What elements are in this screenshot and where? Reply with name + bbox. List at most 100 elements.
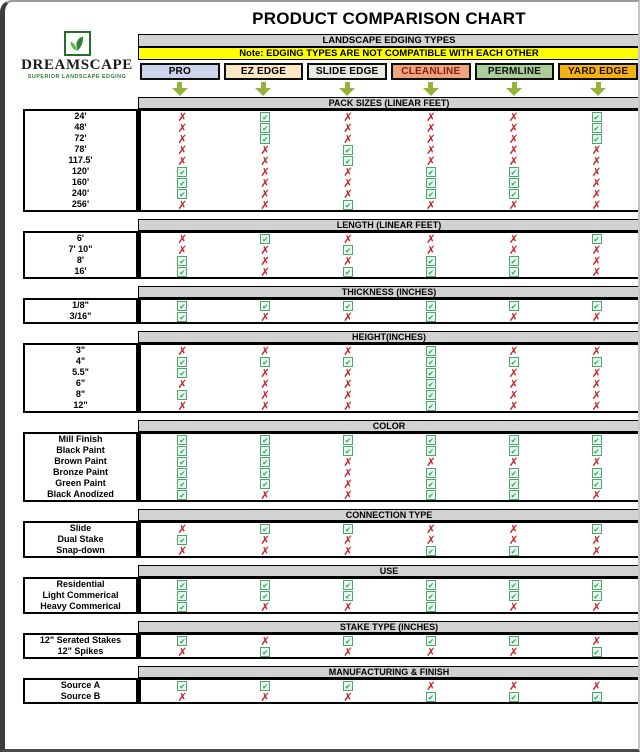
section-body: Residential Light Commerical Heavy Commeri… — [23, 577, 638, 614]
section-length-linear-feet: LENGTH (LINEAR FEET) 6' 7' 10" 8' 16' ✗ ✔ ✗ ✗ ✗ ✔ ✗… — [5, 219, 638, 279]
cell: ✗ — [390, 197, 473, 212]
table-row: ✔ ✔ ✔ ✔ ✔ ✔ — [141, 434, 638, 445]
table-row: ✗ ✔ ✗ ✗ ✗ ✔ — [141, 122, 638, 133]
cell: ✗ — [224, 635, 307, 647]
check-icon: ✔ — [177, 579, 188, 590]
table-row: ✔ ✗ ✗ ✔ ✔ ✗ — [141, 166, 638, 177]
row-label: Light Commerical — [42, 590, 119, 600]
cross-icon: ✗ — [343, 175, 353, 190]
cross-icon: ✗ — [591, 175, 602, 190]
product-header-cleanline: CLEANLINE — [390, 63, 471, 80]
cross-icon: ✗ — [343, 109, 353, 124]
check-icon: ✔ — [425, 434, 436, 445]
row-label: Mill Finish — [58, 434, 103, 444]
cross-icon: ✗ — [177, 231, 188, 246]
cell: ✗ — [555, 378, 638, 390]
check-icon: ✔ — [177, 311, 188, 322]
cross-icon: ✗ — [177, 521, 188, 536]
cross-icon: ✗ — [343, 365, 353, 380]
section-body: 24' 48' 72' 78' 117.5' 120' 160' 240' 256' ✗ ✔ ✗ ✗ ✗ ✔… — [23, 109, 638, 212]
row-label: Black Paint — [56, 445, 105, 455]
section-header: THICKNESS (INCHES) — [138, 286, 638, 298]
check-icon: ✔ — [591, 478, 602, 489]
section-body: 12" Serated Stakes 12" Spikes ✔ ✗ ✔ ✔ ✔ ✗ ✗ ✔ ✗ ✗ ✗ ✔ — [23, 633, 638, 659]
cross-icon: ✗ — [343, 186, 353, 201]
section-header: COLOR — [138, 420, 638, 432]
cross-icon: ✗ — [260, 264, 271, 279]
check-icon: ✔ — [177, 478, 188, 489]
cell: ✔ — [390, 445, 473, 456]
cell: ✔ — [390, 545, 473, 556]
check-icon: ✔ — [177, 356, 188, 367]
product-header-slide-edge: SLIDE EDGE — [307, 63, 387, 80]
cross-icon: ✗ — [591, 487, 602, 502]
row-label-box: Mill Finish Black Paint Brown Paint Bronze … — [23, 432, 138, 502]
cross-icon: ✗ — [591, 454, 602, 469]
cross-icon: ✗ — [426, 454, 436, 469]
table-row: ✔ ✗ ✗ ✔ ✔ ✗ — [141, 177, 638, 188]
cell: ✗ — [141, 133, 224, 145]
section-height-inches: HEIGHT(INCHES) 3" 4" 5.5" 6" 8" 12" ✗ ✗ ✗ ✔ ✗ ✗ ✔ ✔ ✔ ✔ ✔… — [5, 331, 638, 413]
cell: ✔ — [390, 601, 473, 612]
check-icon: ✔ — [508, 691, 519, 702]
cell: ✗ — [224, 244, 307, 256]
table-row: ✔ ✔ ✔ ✔ ✔ ✔ — [141, 590, 638, 601]
cross-icon: ✗ — [177, 109, 188, 124]
row-label-box: Source A Source B — [23, 678, 138, 704]
check-icon: ✔ — [508, 478, 519, 489]
check-icon: ✔ — [260, 133, 271, 144]
compatibility-note: Note: EDGING TYPES ARE NOT COMPATIBLE WI… — [138, 47, 638, 60]
cell: ✔ — [555, 434, 638, 445]
section-thickness-inches: THICKNESS (INCHES) 1/8" 3/16" ✔ ✔ ✔ ✔ ✔ ✔ ✔ ✗ ✗ ✔ ✗ ✗ — [5, 286, 638, 324]
cross-icon: ✗ — [177, 120, 188, 135]
cross-icon: ✗ — [508, 109, 519, 124]
down-arrow-icon — [222, 82, 306, 96]
cell: ✗ — [224, 175, 307, 190]
cell: ✔ — [141, 166, 224, 177]
check-icon: ✔ — [260, 680, 271, 691]
cell: ✗ — [307, 389, 390, 401]
cell: ✗ — [390, 454, 473, 469]
cross-icon: ✗ — [426, 197, 436, 212]
row-label: 8' — [76, 255, 85, 265]
cell: ✗ — [472, 311, 555, 323]
cross-icon: ✗ — [260, 487, 271, 502]
cross-icon: ✗ — [260, 175, 271, 190]
row-label: 8" — [75, 389, 86, 399]
table-row: ✗ ✔ ✗ ✗ ✗ ✔ — [141, 233, 638, 244]
cell: ✗ — [224, 534, 307, 546]
check-icon: ✔ — [260, 445, 271, 456]
cell: ✔ — [555, 646, 638, 657]
cell: ✔ — [307, 579, 390, 590]
row-label: 117.5' — [68, 155, 93, 165]
row-label: 240' — [71, 188, 90, 198]
check-icon: ✔ — [425, 266, 436, 277]
check-icon: ✔ — [425, 378, 436, 389]
cell: ✔ — [224, 590, 307, 601]
check-icon: ✔ — [591, 579, 602, 590]
cross-icon: ✗ — [426, 521, 436, 536]
marks-grid: ✔ ✔ ✔ ✔ ✔ ✔ ✔ ✗ ✗ ✔ ✗ ✗ — [138, 298, 638, 324]
row-label: 16' — [74, 266, 87, 276]
cell: ✔ — [390, 166, 473, 177]
row-label: Black Anodized — [47, 489, 114, 499]
cell: ✗ — [555, 255, 638, 267]
logo-tagline: SUPERIOR LANDSCAPE EDGING — [27, 74, 127, 80]
cell: ✗ — [472, 646, 555, 658]
row-label: Green Paint — [55, 478, 106, 488]
cell: ✔ — [390, 590, 473, 601]
section-header: CONNECTION TYPE — [138, 509, 638, 521]
table-row: ✔ ✔ ✗ ✗ ✗ ✗ — [141, 456, 638, 467]
check-icon: ✔ — [591, 590, 602, 601]
cross-icon: ✗ — [343, 309, 353, 324]
table-row: ✔ ✔ ✔ ✔ ✔ ✔ — [141, 356, 638, 367]
section-connection-type: CONNECTION TYPE Slide Dual Stake Snap-down ✗… — [5, 509, 638, 558]
cross-icon: ✗ — [508, 387, 519, 402]
cell: ✔ — [307, 155, 390, 166]
check-icon: ✔ — [177, 255, 188, 266]
edging-types-banner: LANDSCAPE EDGING TYPES — [138, 34, 638, 47]
cell: ✔ — [390, 434, 473, 445]
cell: ✔ — [224, 680, 307, 691]
cell: ✔ — [390, 311, 473, 322]
check-icon: ✔ — [591, 122, 602, 133]
